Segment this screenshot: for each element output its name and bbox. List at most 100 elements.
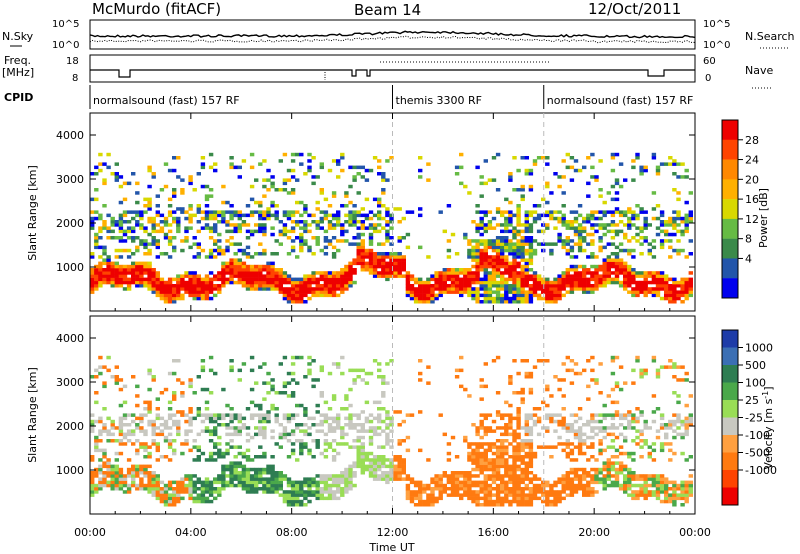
velocity-cell	[569, 368, 575, 373]
velocity-cell	[397, 442, 402, 446]
power-cell	[106, 261, 111, 266]
velocity-cell	[319, 365, 324, 369]
power-cell	[676, 252, 681, 256]
power-cell	[659, 223, 665, 227]
power-cell	[135, 280, 140, 285]
power-cell	[327, 293, 333, 298]
velocity-cell	[676, 493, 681, 497]
power-cell	[102, 274, 107, 278]
velocity-cell	[126, 423, 132, 427]
power-cell	[163, 290, 169, 294]
power-cell	[524, 261, 529, 266]
power-cell	[610, 152, 616, 157]
power-cell	[315, 287, 320, 291]
velocity-cell	[118, 442, 124, 446]
power-cell	[381, 271, 386, 275]
velocity-cell	[655, 375, 661, 379]
power-cell	[524, 277, 529, 282]
power-cell	[504, 197, 509, 202]
power-cell	[430, 274, 435, 278]
power-cell	[430, 284, 435, 288]
velocity-cell	[290, 371, 296, 376]
velocity-cell	[668, 458, 673, 462]
velocity-cell	[262, 490, 267, 494]
velocity-cell	[245, 487, 251, 491]
power-cell	[299, 226, 304, 230]
velocity-cell	[586, 397, 591, 401]
velocity-cell	[282, 381, 288, 385]
power-cell	[110, 220, 115, 224]
velocity-cell	[553, 375, 558, 379]
velocity-cell	[524, 419, 529, 424]
velocity-cell	[602, 480, 607, 485]
velocity-cell	[430, 493, 435, 497]
velocity-cell	[516, 451, 521, 456]
power-cell	[524, 229, 529, 234]
power-cell	[94, 287, 99, 291]
power-cell	[126, 220, 132, 224]
velocity-cell	[655, 435, 661, 440]
power-cell	[204, 204, 210, 208]
velocity-cell	[303, 493, 308, 497]
velocity-cell	[176, 378, 181, 382]
velocity-cell	[528, 445, 534, 449]
power-cell	[635, 290, 640, 294]
velocity-cell	[295, 503, 300, 507]
velocity-cell	[688, 423, 693, 427]
velocity-cell	[631, 471, 636, 475]
velocity-cell	[512, 458, 517, 462]
velocity-cell	[323, 477, 329, 481]
velocity-cell	[418, 503, 423, 507]
power-cell	[180, 280, 185, 285]
power-cell	[659, 242, 665, 246]
velocity-cell	[577, 429, 583, 433]
velocity-cell	[627, 477, 632, 481]
power-cell	[569, 156, 575, 160]
power-cell	[413, 280, 419, 285]
velocity-cell	[159, 429, 165, 433]
velocity-cell	[372, 464, 378, 469]
power-cell	[336, 175, 341, 179]
velocity-cell	[508, 471, 513, 475]
power-cell	[352, 220, 357, 224]
power-cell	[184, 274, 189, 278]
velocity-cell	[286, 381, 292, 385]
power-cell	[102, 181, 107, 186]
velocity-cell	[500, 477, 505, 481]
power-cell	[512, 213, 517, 218]
velocity-cell	[262, 483, 267, 488]
power-cell	[364, 261, 370, 266]
power-cell	[167, 300, 173, 304]
velocity-cell	[618, 413, 624, 417]
velocity-cell	[270, 467, 275, 472]
velocity-cell	[504, 487, 509, 491]
power-cell	[295, 277, 300, 282]
velocity-cell	[106, 467, 111, 472]
power-cell	[135, 200, 140, 205]
power-cell	[233, 274, 238, 278]
power-cell	[274, 271, 279, 275]
power-cell	[307, 284, 312, 288]
velocity-cell	[208, 451, 214, 456]
power-cell	[483, 264, 488, 269]
velocity-cell	[303, 432, 308, 437]
power-cell	[463, 284, 468, 288]
velocity-cell	[549, 416, 554, 421]
velocity-cell	[151, 471, 156, 475]
power-cell	[471, 239, 476, 243]
power-cell	[229, 268, 234, 272]
velocity-cell	[356, 445, 361, 449]
power-cell	[266, 271, 271, 275]
velocity-cell	[270, 407, 275, 411]
velocity-cell	[340, 487, 345, 491]
power-cell	[381, 175, 386, 179]
velocity-cell	[98, 371, 103, 376]
velocity-cell	[569, 429, 575, 433]
power-cell	[397, 274, 402, 278]
velocity-cell	[475, 483, 480, 488]
velocity-cell	[167, 439, 173, 443]
power-cell	[90, 290, 95, 294]
velocity-cell	[569, 467, 575, 472]
velocity-cell	[582, 432, 587, 437]
velocity-cell	[364, 429, 370, 433]
